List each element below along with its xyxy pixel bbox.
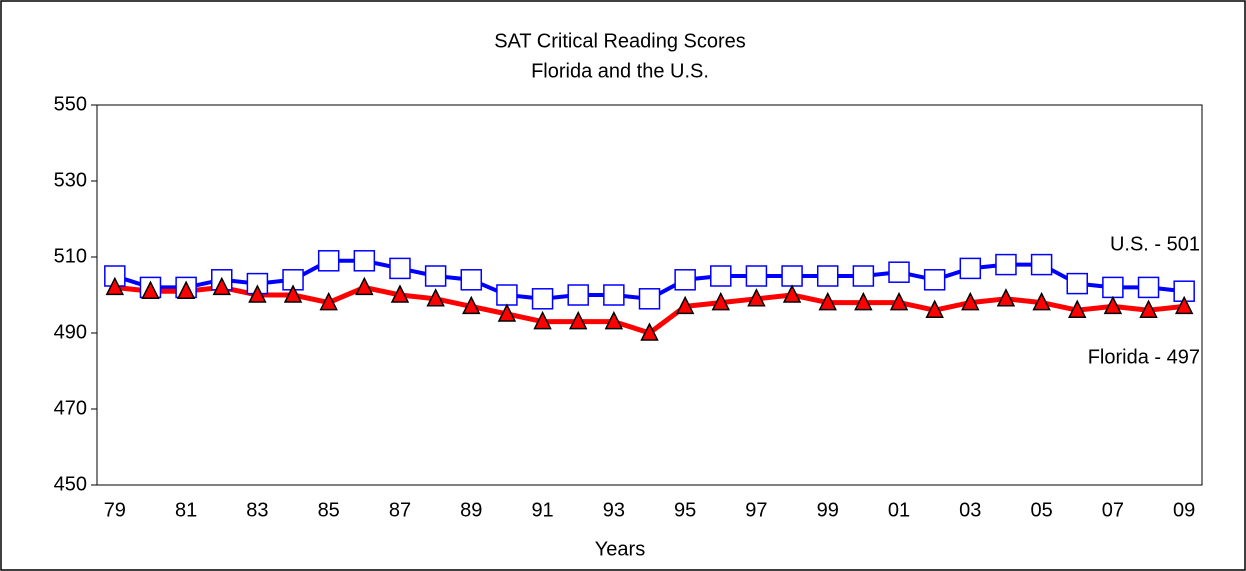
x-tick-label: 91: [531, 499, 553, 521]
marker: [353, 250, 376, 272]
x-tick-label: 99: [817, 499, 839, 521]
x-tick-label: 03: [959, 499, 981, 521]
x-axis-label: Years: [595, 538, 645, 560]
marker: [1137, 276, 1160, 299]
marker: [674, 269, 696, 291]
marker: [747, 288, 766, 307]
marker: [640, 322, 659, 341]
marker: [1030, 253, 1053, 276]
marker: [533, 310, 552, 330]
x-tick-label: 89: [460, 499, 482, 521]
x-tick-label: 93: [603, 499, 625, 521]
marker: [355, 276, 374, 296]
marker: [675, 295, 695, 315]
x-tick-label: 07: [1102, 499, 1124, 521]
marker: [496, 284, 518, 306]
x-tick-label: 95: [674, 499, 696, 521]
marker: [889, 291, 909, 311]
marker: [1103, 295, 1123, 315]
marker: [105, 276, 125, 296]
marker: [283, 284, 303, 303]
y-tick-label: 510: [54, 245, 87, 267]
marker: [745, 265, 768, 287]
marker: [317, 250, 340, 272]
y-tick-label: 530: [54, 169, 87, 191]
marker: [424, 265, 447, 287]
marker: [462, 295, 481, 315]
y-tick-label: 550: [54, 93, 87, 115]
marker: [816, 265, 839, 287]
marker: [711, 291, 731, 311]
marker: [497, 303, 517, 322]
marker: [1032, 291, 1051, 311]
marker: [959, 257, 982, 280]
chart-subtitle: Florida and the U.S.: [531, 60, 709, 82]
plot-area: [96, 104, 1203, 486]
marker: [925, 299, 944, 318]
marker: [818, 291, 837, 311]
marker: [1102, 276, 1124, 299]
marker: [996, 288, 1016, 307]
x-tick-label: 05: [1030, 499, 1052, 521]
marker: [1066, 272, 1088, 295]
annotation: U.S. - 501: [1110, 233, 1200, 255]
y-tick-label: 470: [54, 397, 87, 419]
x-tick-label: 83: [246, 499, 268, 521]
marker: [961, 291, 980, 311]
marker: [852, 265, 875, 287]
chart-title: SAT Critical Reading Scores: [494, 30, 746, 52]
marker: [781, 265, 803, 287]
marker: [638, 288, 661, 310]
marker: [923, 269, 946, 291]
marker: [888, 261, 910, 283]
x-tick-label: 79: [104, 499, 126, 521]
marker: [460, 269, 483, 291]
marker: [390, 284, 410, 303]
marker: [567, 284, 589, 306]
marker: [319, 291, 338, 311]
y-tick-label: 450: [54, 473, 87, 495]
marker: [1068, 299, 1087, 318]
x-tick-label: 97: [745, 499, 767, 521]
marker: [854, 291, 873, 311]
marker: [1139, 299, 1158, 318]
marker: [212, 276, 231, 296]
marker: [568, 310, 588, 330]
marker: [141, 280, 160, 299]
marker: [710, 265, 732, 287]
marker: [248, 284, 267, 303]
x-tick-label: 85: [318, 499, 340, 521]
marker: [604, 310, 624, 330]
marker: [426, 288, 445, 307]
marker: [603, 284, 625, 306]
marker: [531, 288, 554, 310]
x-tick-label: 87: [389, 499, 411, 521]
marker: [782, 284, 802, 303]
x-tick-label: 01: [888, 499, 910, 521]
marker: [176, 280, 196, 299]
x-tick-label: 81: [175, 499, 197, 521]
y-tick-label: 490: [54, 321, 87, 343]
marker: [1174, 295, 1194, 315]
marker: [995, 253, 1017, 276]
x-tick-label: 09: [1173, 499, 1195, 521]
marker: [389, 257, 411, 280]
annotation: Florida - 497: [1088, 347, 1200, 369]
